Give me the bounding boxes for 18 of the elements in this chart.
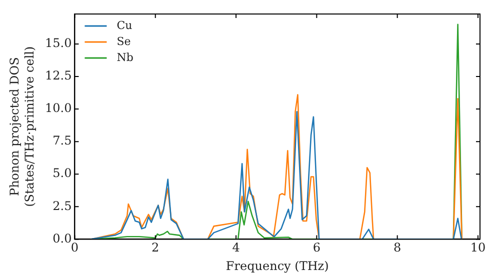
x-tick-label: 10 [470, 240, 486, 255]
y-tick-label: 2.5 [52, 198, 72, 213]
y-tick-label: 7.5 [52, 134, 72, 148]
legend-label: Nb [116, 50, 134, 64]
y-tick-label: 5.0 [52, 166, 72, 180]
y-axis-title: Phonon projected DOS (States/THz·primitive cell) [8, 46, 37, 207]
legend-label: Cu [116, 18, 132, 32]
y-tick-label: 0.0 [52, 231, 72, 246]
x-tick-label: 4 [232, 240, 240, 255]
legend-label: Se [116, 34, 131, 48]
x-tick-label: 2 [152, 240, 160, 255]
x-axis-title: Frequency (THz) [226, 258, 329, 273]
x-tick-label: 8 [394, 240, 402, 255]
y-tick-label: 12.5 [45, 68, 72, 83]
y-tick-label: 10.0 [45, 101, 72, 116]
x-tick-label: 0 [70, 240, 79, 255]
x-tick-label: 6 [312, 240, 320, 255]
y-tick-label: 15.0 [45, 36, 72, 50]
